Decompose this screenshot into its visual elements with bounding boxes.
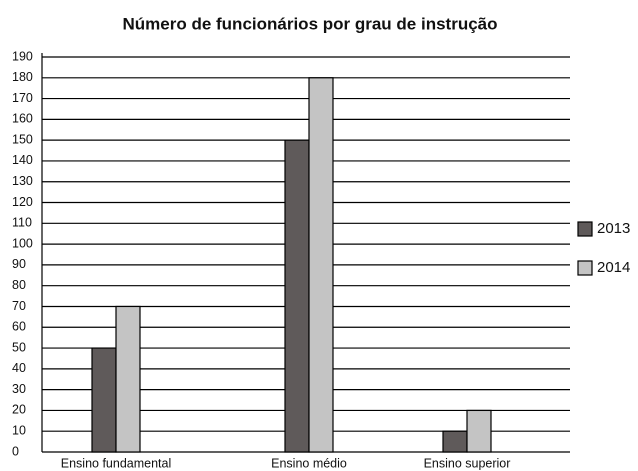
y-tick-label: 160 <box>12 112 33 126</box>
y-tick-label: 10 <box>12 424 26 438</box>
y-tick-label: 0 <box>12 444 19 458</box>
chart-title: Número de funcionários por grau de instr… <box>123 14 498 33</box>
y-tick-label: 70 <box>12 299 26 313</box>
y-tick-label: 190 <box>12 49 33 63</box>
y-tick-label: 150 <box>12 132 33 146</box>
y-tick-label: 170 <box>12 91 33 105</box>
y-tick-label: 130 <box>12 174 33 188</box>
y-tick-label: 60 <box>12 320 26 334</box>
y-tick-label: 40 <box>12 361 26 375</box>
legend-swatch <box>577 221 593 237</box>
y-tick-label: 90 <box>12 257 26 271</box>
y-tick-label: 120 <box>12 195 33 209</box>
x-tick-label: Ensino superior <box>424 456 511 470</box>
y-tick-label: 140 <box>12 153 33 167</box>
x-tick-label: Ensino fundamental <box>61 456 172 470</box>
y-tick-label: 50 <box>12 340 26 354</box>
y-tick-label: 20 <box>12 403 26 417</box>
bar <box>91 347 117 453</box>
bar <box>115 305 141 453</box>
y-tick-label: 100 <box>12 236 33 250</box>
x-tick-label: Ensino médio <box>271 456 347 470</box>
bar <box>466 409 492 453</box>
y-tick-label: 80 <box>12 278 26 292</box>
bar <box>442 430 468 453</box>
bar <box>308 77 334 453</box>
bar <box>284 139 310 453</box>
y-tick-label: 110 <box>12 216 32 230</box>
y-tick-label: 180 <box>12 70 33 84</box>
legend-swatch <box>577 260 593 276</box>
y-tick-label: 30 <box>12 382 26 396</box>
legend-label: 2013 <box>597 220 630 237</box>
legend-label: 2014 <box>597 259 630 276</box>
